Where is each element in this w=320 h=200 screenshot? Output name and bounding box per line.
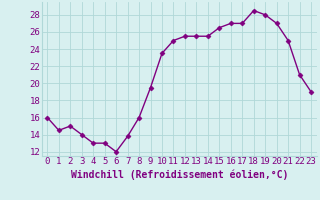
X-axis label: Windchill (Refroidissement éolien,°C): Windchill (Refroidissement éolien,°C) (70, 169, 288, 180)
